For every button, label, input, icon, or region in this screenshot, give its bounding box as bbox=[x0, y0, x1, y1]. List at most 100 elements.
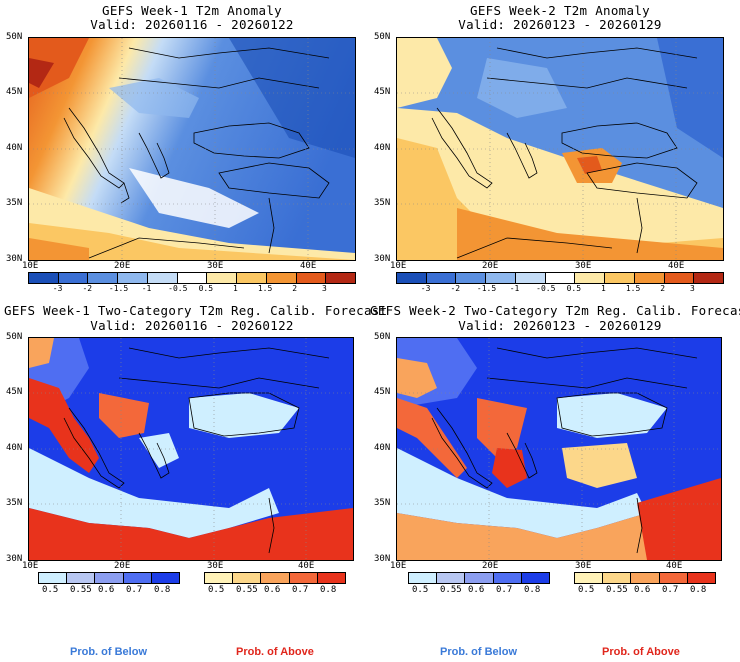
lat-label: 45N bbox=[374, 87, 391, 97]
prob-above-legend: Prob. of Above bbox=[602, 646, 680, 658]
lat-label: 50N bbox=[374, 32, 391, 42]
prob-above-label: 0.8 bbox=[320, 585, 337, 595]
anomaly-colorbar-label: -2 bbox=[450, 284, 461, 293]
anomaly-colorbar-label: 1 bbox=[601, 284, 606, 293]
anomaly-colorbar-swatch bbox=[58, 273, 89, 283]
lon-label: 40E bbox=[300, 261, 317, 271]
prob-below-swatch bbox=[437, 573, 466, 583]
lon-label: 10E bbox=[390, 561, 407, 571]
anomaly-colorbar-swatch bbox=[88, 273, 119, 283]
lat-label: 35N bbox=[6, 198, 23, 208]
anomaly-colorbar-swatch bbox=[326, 273, 356, 283]
lat-label: 30N bbox=[374, 554, 391, 564]
lat-label: 45N bbox=[374, 387, 391, 397]
prob-above-swatch bbox=[233, 573, 262, 583]
anomaly-colorbar-swatch bbox=[118, 273, 148, 283]
anomaly-colorbar-label: -1.5 bbox=[108, 284, 129, 293]
prob-below-label: 0.5 bbox=[42, 585, 59, 595]
prob-below-colorbar bbox=[408, 572, 550, 584]
prob-below-label: 0.6 bbox=[468, 585, 485, 595]
prob-below-swatch bbox=[39, 573, 68, 583]
panel-title: GEFS Week-2 T2m Anomaly bbox=[470, 3, 650, 18]
anomaly-colorbar-swatch bbox=[29, 273, 59, 283]
anomaly-colorbar-label: -3 bbox=[420, 284, 431, 293]
prob-above-label: 0.8 bbox=[690, 585, 707, 595]
lon-label: 30E bbox=[575, 561, 592, 571]
anomaly-colorbar-label: -3 bbox=[52, 284, 63, 293]
anomaly-colorbar-label: 1.5 bbox=[625, 284, 641, 293]
prob-below-label: 0.6 bbox=[98, 585, 115, 595]
lat-label: 45N bbox=[6, 87, 23, 97]
prob-above-label: 0.7 bbox=[292, 585, 309, 595]
anomaly-colorbar bbox=[28, 272, 356, 284]
anomaly-colorbar-swatch bbox=[147, 273, 178, 283]
anomaly-colorbar-swatch bbox=[207, 273, 238, 283]
prob-below-swatch bbox=[409, 573, 438, 583]
prob-above-label: 0.7 bbox=[662, 585, 679, 595]
lon-label: 20E bbox=[482, 261, 499, 271]
lat-label: 50N bbox=[6, 332, 23, 342]
week1-probability-map bbox=[28, 337, 354, 561]
week2-anomaly-map bbox=[396, 37, 724, 261]
prob-below-swatch bbox=[465, 573, 494, 583]
prob-above-label: 0.5 bbox=[578, 585, 595, 595]
prob-above-swatch bbox=[261, 573, 290, 583]
prob-below-colorbar bbox=[38, 572, 180, 584]
prob-below-label: 0.7 bbox=[126, 585, 143, 595]
anomaly-colorbar-label: 2 bbox=[660, 284, 666, 293]
lon-label: 10E bbox=[22, 261, 39, 271]
anomaly-colorbar-swatch bbox=[426, 273, 457, 283]
lat-label: 40N bbox=[6, 143, 23, 153]
prob-below-label: 0.7 bbox=[496, 585, 513, 595]
anomaly-colorbar-label: -2 bbox=[82, 284, 93, 293]
anomaly-colorbar-swatch bbox=[515, 273, 546, 283]
anomaly-colorbar-swatch bbox=[456, 273, 487, 283]
panel-title: GEFS Week-2 Two-Category T2m Reg. Calib.… bbox=[370, 303, 740, 318]
lat-label: 45N bbox=[6, 387, 23, 397]
prob-above-label: 0.55 bbox=[606, 585, 628, 595]
prob-below-label: 0.8 bbox=[154, 585, 171, 595]
anomaly-colorbar-swatch bbox=[694, 273, 724, 283]
panel-valid-dates: Valid: 20260123 - 20260129 bbox=[458, 318, 662, 333]
lon-label: 40E bbox=[298, 561, 315, 571]
prob-below-swatch bbox=[67, 573, 96, 583]
lon-label: 30E bbox=[575, 261, 592, 271]
prob-below-swatch bbox=[521, 573, 550, 583]
panel-valid-dates: Valid: 20260116 - 20260122 bbox=[90, 17, 294, 32]
lon-label: 10E bbox=[390, 261, 407, 271]
prob-below-legend: Prob. of Below bbox=[440, 646, 517, 658]
prob-above-label: 0.6 bbox=[634, 585, 651, 595]
lon-label: 20E bbox=[482, 561, 499, 571]
anomaly-colorbar-swatch bbox=[605, 273, 635, 283]
lon-label: 20E bbox=[114, 261, 131, 271]
panel-valid-dates: Valid: 20260116 - 20260122 bbox=[90, 318, 294, 333]
anomaly-colorbar-label: -0.5 bbox=[536, 284, 556, 293]
prob-above-swatch bbox=[205, 573, 234, 583]
prob-below-label: 0.8 bbox=[524, 585, 541, 595]
lat-label: 35N bbox=[6, 498, 23, 508]
prob-above-label: 0.5 bbox=[208, 585, 225, 595]
panel-valid-dates: Valid: 20260123 - 20260129 bbox=[458, 17, 662, 32]
prob-below-swatch bbox=[95, 573, 124, 583]
prob-above-swatch bbox=[687, 573, 716, 583]
lon-label: 20E bbox=[114, 561, 131, 571]
prob-above-colorbar bbox=[574, 572, 716, 584]
prob-below-swatch bbox=[151, 573, 180, 583]
anomaly-colorbar-swatch bbox=[296, 273, 327, 283]
anomaly-colorbar-label: 1.5 bbox=[257, 284, 273, 293]
anomaly-colorbar bbox=[396, 272, 724, 284]
prob-below-swatch bbox=[123, 573, 152, 583]
anomaly-colorbar-label: 3 bbox=[689, 284, 695, 293]
anomaly-colorbar-swatch bbox=[177, 273, 208, 283]
anomaly-colorbar-label: 3 bbox=[321, 284, 327, 293]
anomaly-colorbar-label: -1.5 bbox=[476, 284, 497, 293]
anomaly-colorbar-swatch bbox=[664, 273, 695, 283]
anomaly-colorbar-label: 1 bbox=[233, 284, 238, 293]
prob-above-swatch bbox=[659, 573, 688, 583]
prob-above-swatch bbox=[317, 573, 346, 583]
panel-title: GEFS Week-1 Two-Category T2m Reg. Calib.… bbox=[4, 303, 388, 318]
panel-title: GEFS Week-1 T2m Anomaly bbox=[102, 3, 282, 18]
lat-label: 35N bbox=[374, 198, 391, 208]
anomaly-colorbar-swatch bbox=[545, 273, 576, 283]
lat-label: 30N bbox=[6, 554, 23, 564]
